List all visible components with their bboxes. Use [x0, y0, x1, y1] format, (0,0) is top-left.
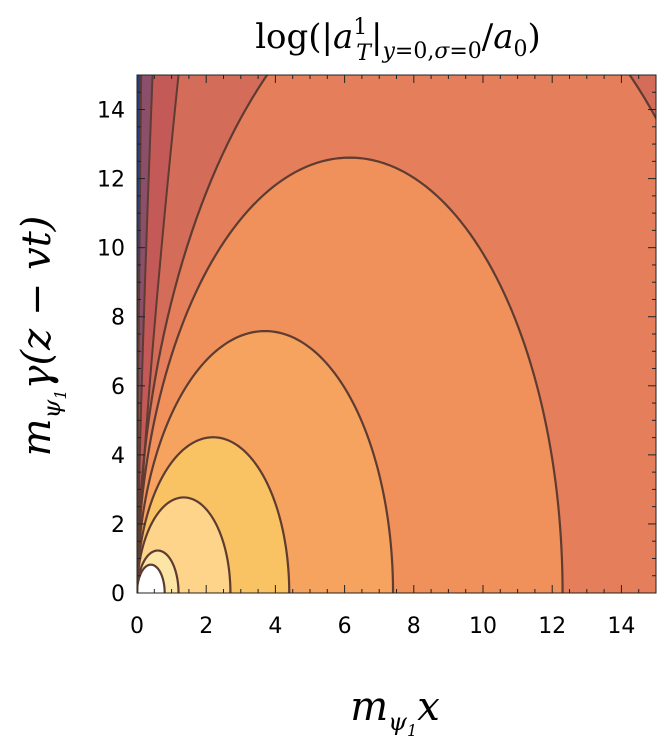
contour-line-1	[137, 549, 180, 593]
x-tick-label: 10	[469, 614, 497, 639]
x-tick-label: 4	[268, 614, 282, 639]
x-axis-label: mψ1x	[350, 684, 440, 739]
contour-region-0	[137, 564, 165, 593]
x-tick-label: 12	[538, 614, 566, 639]
x-axis-ticks: 0 2 4 6 8 10 12 14	[130, 75, 657, 639]
contour-line-6	[137, 75, 656, 593]
y-tick-label: 0	[111, 582, 125, 607]
y-tick-label: 4	[111, 444, 125, 469]
y-tick-label: 2	[111, 513, 125, 538]
y-tick-label: 8	[111, 306, 125, 331]
y-axis-label: mψ1γ(z − vt)	[14, 216, 70, 457]
plot-area	[137, 75, 656, 593]
x-tick-label: 2	[199, 614, 213, 639]
y-tick-label: 12	[97, 168, 125, 193]
contour-regions	[137, 75, 656, 593]
edge-band-2	[137, 75, 142, 593]
edge-line-0	[137, 75, 180, 593]
x-tick-label: 8	[407, 614, 421, 639]
x-tick-label: 14	[607, 614, 635, 639]
chart-title: log(|a1 T|y=0,σ=0/a0)	[255, 15, 541, 66]
contour-line-3	[137, 436, 291, 593]
contour-line-4	[137, 329, 395, 593]
y-tick-label: 10	[97, 237, 125, 262]
y-tick-label: 6	[111, 375, 125, 400]
x-tick-label: 0	[130, 614, 144, 639]
x-tick-label: 6	[338, 614, 352, 639]
contour-line-2	[137, 496, 232, 593]
y-tick-label: 14	[97, 99, 125, 124]
edge-band-1	[137, 75, 153, 593]
y-axis-ticks: 0 2 4 6 8 10 12 14	[97, 74, 656, 607]
contour-line-0	[137, 563, 166, 593]
contour-line-5	[137, 156, 564, 593]
